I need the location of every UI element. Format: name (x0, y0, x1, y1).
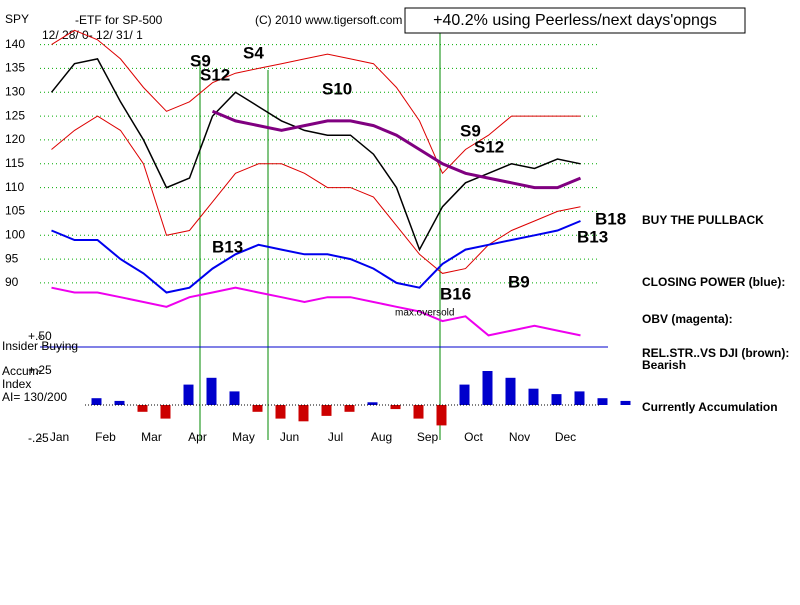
bar (413, 405, 424, 419)
bar (160, 405, 171, 419)
signal-label: S10 (322, 79, 352, 98)
bar (137, 405, 148, 412)
y-tick-label: 140 (5, 37, 25, 51)
right-label: BUY THE PULLBACK (642, 213, 764, 227)
y-tick-label: 110 (5, 180, 24, 194)
bar (482, 371, 493, 405)
x-tick-label: Jul (328, 430, 343, 444)
bar (505, 377, 516, 405)
x-tick-label: Oct (464, 430, 483, 444)
panel-label: Insider Buying (2, 339, 78, 353)
series-line (211, 109, 582, 190)
right-label: Bearish (642, 358, 686, 372)
x-tick-label: Dec (555, 430, 576, 444)
x-tick-label: Apr (188, 430, 207, 444)
signal-label: max.oversold (395, 308, 454, 319)
y-tick-label: 120 (5, 132, 25, 146)
y-tick-label: +.25 (28, 363, 52, 377)
series-line (51, 115, 581, 274)
bar (528, 388, 539, 405)
signal-label: S9 (190, 51, 211, 70)
bar (91, 398, 102, 405)
x-tick-label: Jun (280, 430, 299, 444)
bar (252, 405, 263, 412)
chart-title: -ETF for SP-500 (75, 13, 163, 27)
signal-label: B13 (577, 227, 608, 246)
panel-label: AI= 130/200 (2, 390, 67, 404)
bar (229, 391, 240, 405)
right-label: Currently Accumulation (642, 400, 778, 414)
y-tick-label: 115 (5, 156, 24, 170)
x-tick-label: Sep (417, 430, 439, 444)
y-tick-label: 90 (5, 275, 19, 289)
headline: +40.2% using Peerless/next days'opngs (433, 12, 717, 29)
bar (436, 405, 447, 426)
x-tick-label: Mar (141, 430, 162, 444)
x-tick-label: Feb (95, 430, 116, 444)
y-tick-label: +.50 (28, 329, 52, 343)
signal-label: S12 (200, 65, 230, 84)
series-line (51, 286, 581, 337)
bar (298, 405, 309, 422)
y-tick-label: 95 (5, 251, 19, 265)
copyright: (C) 2010 www.tigersoft.com (255, 13, 402, 27)
right-label: REL.STR..VS DJI (brown): (642, 346, 789, 360)
bar (183, 384, 194, 405)
signal-label: S9 (460, 121, 481, 140)
panel-label: Accum (2, 364, 39, 378)
signal-label: B18 (595, 209, 626, 228)
y-tick-label: 130 (5, 84, 25, 98)
signal-label: S4 (243, 43, 264, 62)
signal-label: B9 (508, 272, 530, 291)
series-line (50, 58, 581, 252)
bar (597, 398, 608, 405)
date-range: 12/ 28/ 0- 12/ 31/ 1 (42, 28, 143, 42)
bar (206, 377, 217, 405)
series-line (51, 29, 581, 175)
bar (620, 400, 631, 405)
bar (367, 402, 378, 405)
signal-label: B13 (212, 237, 243, 256)
bar (459, 384, 470, 405)
series-line (51, 220, 581, 294)
bar (574, 391, 585, 405)
x-tick-label: Aug (371, 430, 392, 444)
right-label: OBV (magenta): (642, 312, 733, 326)
y-tick-label: 100 (5, 227, 25, 241)
panel-label: Index (2, 377, 31, 391)
y-tick-label: -.25 (28, 431, 49, 445)
right-label: CLOSING POWER (blue): (642, 275, 785, 289)
bar (114, 400, 125, 405)
x-tick-label: Nov (509, 430, 530, 444)
y-tick-label: 125 (5, 108, 25, 122)
y-tick-label: 105 (5, 204, 25, 218)
y-tick-label: 135 (5, 61, 25, 75)
ticker: SPY (5, 12, 29, 26)
signal-label: B16 (440, 284, 471, 303)
bar (321, 405, 332, 416)
bar (551, 394, 562, 405)
bar (275, 405, 286, 419)
x-tick-label: Jan (50, 430, 69, 444)
x-tick-label: May (232, 430, 255, 444)
headline-box (404, 7, 746, 34)
bar (390, 405, 401, 410)
signal-label: S12 (474, 137, 504, 156)
bar (344, 405, 355, 412)
